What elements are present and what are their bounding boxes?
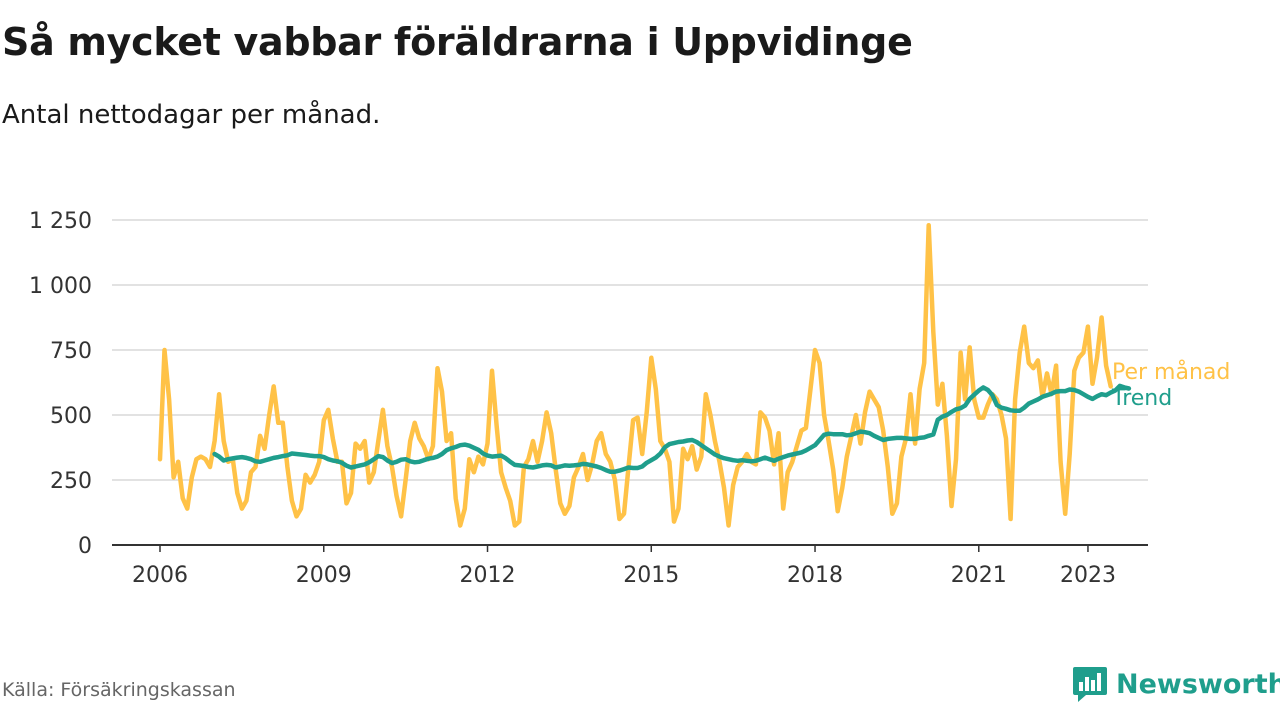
x-tick-label: 2015	[623, 563, 679, 588]
x-tick-label: 2009	[296, 563, 352, 588]
x-tick-label: 2012	[460, 563, 516, 588]
bar-chart-bubble-icon	[1073, 667, 1107, 702]
series-line-per-manad	[157, 222, 1113, 528]
chart-subtitle: Antal nettodagar per månad.	[2, 100, 381, 130]
y-tick-label: 250	[50, 469, 92, 494]
source-note: Källa: Försäkringskassan	[2, 679, 236, 701]
y-tick-label: 1 000	[29, 274, 92, 299]
x-tick-label: 2021	[951, 563, 1007, 588]
x-tick-label: 2018	[787, 563, 843, 588]
brand-name: Newsworthy	[1116, 668, 1280, 700]
chart-title: Så mycket vabbar föräldrarna i Uppviding…	[2, 20, 913, 64]
x-tick-label: 2023	[1060, 563, 1116, 588]
brand-logo: Newsworthy	[1072, 664, 1280, 704]
y-tick-label: 750	[50, 339, 92, 364]
y-tick-label: 500	[50, 404, 92, 429]
series-label-per-manad: Per månad	[1112, 359, 1230, 385]
series-label-trend: Trend	[1111, 386, 1172, 411]
y-tick-label: 1 250	[29, 209, 92, 234]
y-tick-label: 0	[78, 534, 92, 559]
series-line-trend	[212, 383, 1132, 474]
x-tick-label: 2006	[132, 563, 188, 588]
